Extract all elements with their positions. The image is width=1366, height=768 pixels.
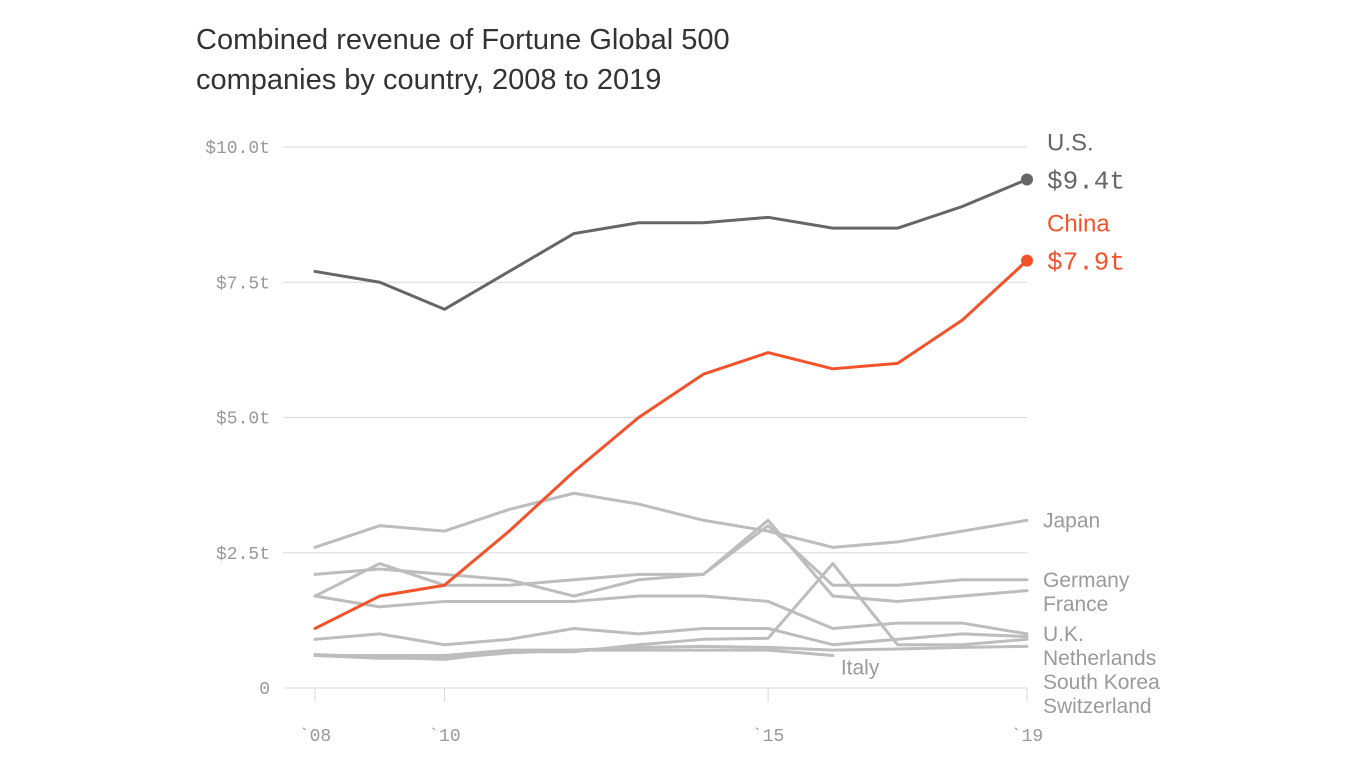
- x-tick-label: `19: [1011, 727, 1043, 747]
- series-value-u-s: $9.4t: [1047, 166, 1125, 196]
- y-tick-label: $5.0t: [216, 410, 270, 430]
- y-tick-label: $10.0t: [205, 139, 270, 159]
- chart-title: Combined revenue of Fortune Global 500 c…: [196, 20, 896, 100]
- end-point-u-s: [1021, 173, 1033, 186]
- end-point-china: [1021, 254, 1033, 267]
- title-line-2: companies by country, 2008 to 2019: [196, 64, 662, 96]
- end-label-south-korea: South Korea: [1043, 671, 1160, 694]
- series-value-china: $7.9t: [1047, 248, 1125, 278]
- series-line-switzerland: [313, 644, 1029, 660]
- series-label-u-s: U.S.: [1047, 129, 1094, 156]
- x-axis: `08 `10 `15 `19: [299, 688, 1043, 747]
- y-tick-label: $2.5t: [216, 545, 270, 565]
- series-label-china: China: [1047, 211, 1110, 238]
- series-line-u-s: [313, 177, 1029, 311]
- end-label-germany: Germany: [1043, 569, 1130, 592]
- x-tick-label: `15: [752, 727, 784, 747]
- inline-label-italy: Italy: [841, 657, 880, 680]
- end-label-netherlands: Netherlands: [1043, 647, 1156, 670]
- end-label-japan: Japan: [1043, 509, 1100, 532]
- series-line-germany: [313, 524, 1029, 598]
- series-layer: [313, 177, 1029, 661]
- series-line-netherlands: [313, 626, 1029, 647]
- series-line-france: [313, 518, 1029, 603]
- y-tick-label: $7.5t: [216, 274, 270, 294]
- series-line-china: [313, 259, 1029, 630]
- grid-layer: 0 $2.5t $5.0t $7.5t $10.0t: [205, 139, 1027, 700]
- end-label-france: France: [1043, 593, 1108, 616]
- end-label-switzerland: Switzerland: [1043, 695, 1152, 718]
- series-line-u-k: [313, 594, 1029, 636]
- title-line-1: Combined revenue of Fortune Global 500: [196, 24, 730, 56]
- series-line-japan: [313, 491, 1029, 549]
- y-tick-label: 0: [259, 680, 270, 700]
- x-tick-label: `08: [299, 727, 331, 747]
- x-tick-label: `10: [428, 727, 460, 747]
- end-label-u-k: U.K.: [1043, 623, 1084, 646]
